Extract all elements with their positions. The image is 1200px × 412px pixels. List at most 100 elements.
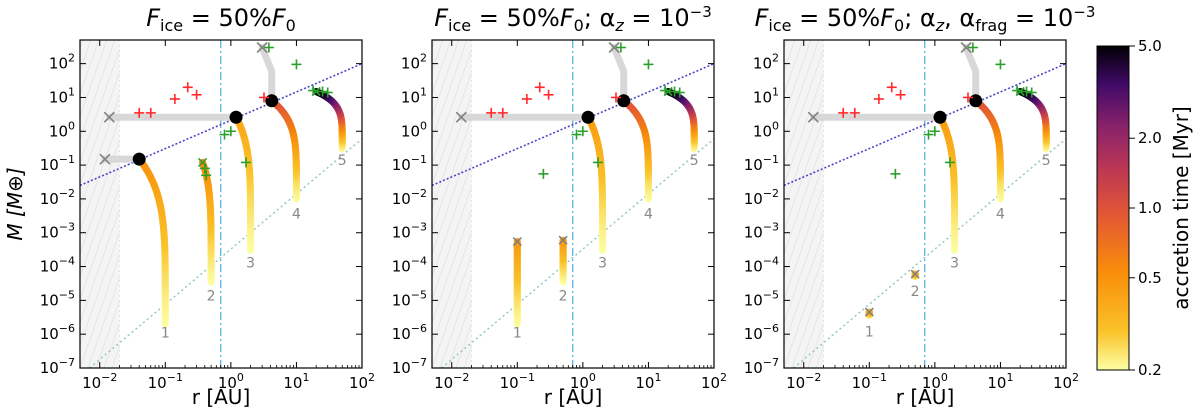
x-axis-label: r [AU] [192,385,251,409]
isolation-point [969,94,983,108]
y-tick-label: 10−3 [744,221,779,242]
planet-label-5: 5 [1042,153,1051,169]
planet-label-5: 5 [338,153,347,169]
end-marker-b [864,307,874,317]
hatch-line [80,40,116,141]
hatch-line [80,40,132,187]
isolation-point [132,152,146,166]
planet-track-3: 3 [103,110,255,272]
y-tick-label: 10−6 [744,322,779,343]
migration-track [258,44,276,105]
panel-3: 1 2 3 4 5 10−2 10−1 100 101 102 10−7 10−6 10−5 10−4 10… [744,39,1200,409]
planet-track-3: 3 [455,110,607,272]
x-axis-label: r [AU] [544,385,603,409]
panel-2: 1 2 3 4 5 10−2 10−1 100 101 102 10−7 10−6 10−5 10−4 10… [392,39,727,409]
isolation-point [265,94,279,108]
hatch-line [784,40,828,164]
isolation-point [933,110,947,124]
planet-label-2: 2 [911,284,920,300]
planet-track-4: 4 [256,41,301,222]
x-tick-label: 100 [570,371,596,392]
y-tick-label: 10−6 [40,322,75,343]
hatch-line [784,40,836,187]
planet-track-3: 3 [807,110,959,272]
panel-1-plot-area: 1 2 3 4 5 [80,40,362,368]
x-tick-label: 10−2 [786,371,821,392]
end-marker-b [910,269,920,279]
planet-track-2: 2 [197,157,216,304]
planet-label-1: 1 [161,326,170,342]
y-tick-label: 102 [401,52,427,73]
y-tick-label: 10−1 [40,153,75,174]
x-tick-label: 100 [218,371,244,392]
x-tick-label: 101 [635,371,661,392]
observed-planets [838,42,1037,179]
x-tick-label: 10−2 [434,371,469,392]
y-tick-label: 10−2 [392,187,427,208]
x-tick-label: 10−1 [148,371,183,392]
planet-track-1: 1 [99,152,170,342]
isolation-mass-line [432,62,714,187]
planet-label-3: 3 [246,256,255,272]
observed-planets [134,42,333,181]
planet-track-2: 2 [910,269,920,300]
x-tick-label: 10−2 [82,371,117,392]
x-axis-label: r [AU] [896,385,955,409]
isolation-point [617,94,631,108]
hatch-line [1192,40,1200,368]
y-tick-label: 100 [753,119,779,140]
colorbar: 0.2 0.5 1.0 2.0 5.0 accretion time [Myr] [1096,37,1193,379]
planet-label-4: 4 [644,206,653,222]
x-tick-label: 102 [349,371,375,392]
end-marker-b [558,235,568,245]
y-tick-label: 101 [49,85,75,106]
migration-track [962,44,980,105]
final-position-marker-b [807,111,819,123]
planet-label-1: 1 [865,324,874,340]
planet-label-3: 3 [950,256,959,272]
y-tick-label: 10−6 [392,322,427,343]
y-tick-label: 100 [49,119,75,140]
colorbar-tick-label: 0.2 [1138,361,1162,379]
panel-1: 1 2 3 4 5 10−2 10−1 100 101 102 10−7 10−6 10−5 10−4 10… [40,39,375,409]
x-tick-label: 100 [922,371,948,392]
y-tick-label: 10−7 [40,356,75,377]
y-tick-label: 10−2 [40,187,75,208]
isolation-mass-line [80,62,362,187]
x-tick-label: 10−1 [500,371,535,392]
final-position-marker-b [960,41,972,54]
y-tick-label: 10−4 [392,255,427,276]
isolation-point [229,110,243,124]
planet-track-4: 4 [960,41,1005,222]
planet-label-2: 2 [559,288,568,304]
x-tick-label: 102 [1053,371,1079,392]
final-position-marker-b [103,111,115,123]
y-tick-label: 10−1 [392,153,427,174]
hatch-line [432,40,484,187]
panel-2-plot-area: 1 2 3 4 5 [432,40,714,368]
panel-2-title: Fice = 50%F0; αz = 10−3 [434,3,712,35]
planet-track-1: 1 [864,307,874,340]
y-tick-label: 10−3 [40,221,75,242]
hatch-line [432,40,476,164]
inner-disk-region [80,40,120,368]
y-tick-label: 101 [401,85,427,106]
final-position-marker-b [608,41,620,54]
y-tick-label: 10−5 [744,288,779,309]
colorbar-tick-label: 1.0 [1138,199,1162,217]
end-marker-b [197,157,208,167]
y-tick-label: 10−4 [744,255,779,276]
planet-track-4: 4 [608,41,653,222]
hatch-line [784,40,820,141]
colorbar-tick-label: 2.0 [1138,129,1162,147]
hatch-line [432,40,468,141]
y-tick-label: 102 [753,52,779,73]
final-position-marker-b [455,111,467,123]
y-tick-label: 10−2 [744,187,779,208]
planet-label-4: 4 [292,206,301,222]
outer-disk-region [471,40,714,368]
y-axis-label: M [M⊕] [3,167,27,240]
hatch-line [784,40,812,118]
colorbar-label: accretion time [Myr] [1169,106,1193,309]
